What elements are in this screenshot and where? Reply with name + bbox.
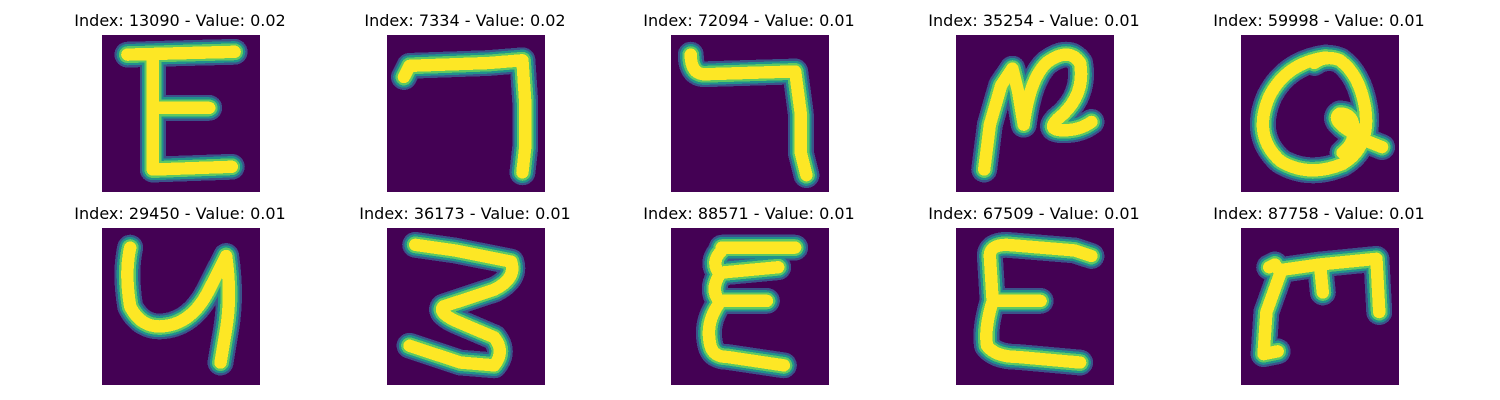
image-panel-9: Index: 67509 - Value: 0.01 <box>884 193 1184 393</box>
image-panel-8: Index: 88571 - Value: 0.01 <box>599 193 899 393</box>
panel-image-6 <box>102 228 260 385</box>
panel-title-3: Index: 72094 - Value: 0.01 <box>643 11 855 30</box>
panel-image-3 <box>671 35 829 192</box>
panel-image-5 <box>1241 35 1399 192</box>
panel-title-10: Index: 87758 - Value: 0.01 <box>1213 204 1425 223</box>
panel-title-6: Index: 29450 - Value: 0.01 <box>74 204 286 223</box>
panel-title-8: Index: 88571 - Value: 0.01 <box>643 204 855 223</box>
image-panel-2: Index: 7334 - Value: 0.02 <box>315 0 615 200</box>
image-panel-1: Index: 13090 - Value: 0.02 <box>30 0 330 200</box>
panel-image-1 <box>102 35 260 192</box>
panel-title-4: Index: 35254 - Value: 0.01 <box>928 11 1140 30</box>
panel-image-8 <box>671 228 829 385</box>
panel-title-2: Index: 7334 - Value: 0.02 <box>364 11 566 30</box>
panel-image-7 <box>387 228 545 385</box>
image-panel-3: Index: 72094 - Value: 0.01 <box>599 0 899 200</box>
image-panel-5: Index: 59998 - Value: 0.01 <box>1169 0 1469 200</box>
image-panel-6: Index: 29450 - Value: 0.01 <box>30 193 330 393</box>
image-panel-10: Index: 87758 - Value: 0.01 <box>1169 193 1469 393</box>
image-panel-7: Index: 36173 - Value: 0.01 <box>315 193 615 393</box>
panel-title-1: Index: 13090 - Value: 0.02 <box>74 11 286 30</box>
panel-image-2 <box>387 35 545 192</box>
panel-image-4 <box>956 35 1114 192</box>
panel-title-5: Index: 59998 - Value: 0.01 <box>1213 11 1425 30</box>
panel-image-9 <box>956 228 1114 385</box>
panel-title-9: Index: 67509 - Value: 0.01 <box>928 204 1140 223</box>
panel-title-7: Index: 36173 - Value: 0.01 <box>359 204 571 223</box>
image-panel-4: Index: 35254 - Value: 0.01 <box>884 0 1184 200</box>
panel-image-10 <box>1241 228 1399 385</box>
